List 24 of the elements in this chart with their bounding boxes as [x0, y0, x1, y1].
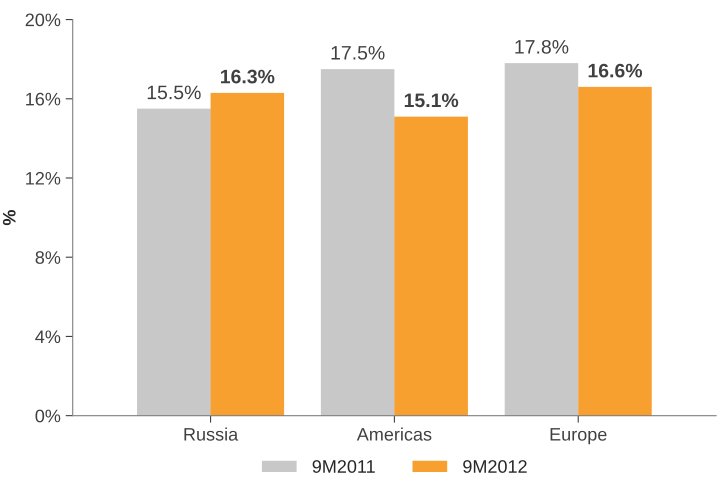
y-tick-label: 8%	[36, 251, 60, 264]
x-tick-label: Europe	[550, 428, 607, 444]
y-tick-label: 16%	[26, 92, 60, 106]
bar	[137, 108, 211, 416]
bar	[578, 86, 652, 416]
legend-label: 9M2012	[463, 460, 527, 473]
y-axis-title: %	[2, 210, 16, 226]
data-label: 15.1%	[404, 93, 458, 108]
data-label: 17.8%	[515, 40, 568, 54]
data-label: 16.3%	[220, 70, 274, 84]
x-tick-label: Americas	[356, 427, 432, 441]
y-tick-label: 20%	[26, 13, 60, 26]
y-tick-label: 4%	[35, 330, 60, 344]
x-tick-label: Russia	[184, 427, 238, 441]
legend-label: 9M2011	[312, 460, 375, 473]
bar	[394, 116, 468, 416]
data-label: 15.5%	[148, 86, 201, 100]
data-label: 16.6%	[588, 64, 642, 78]
y-tick-label: 0%	[36, 410, 60, 422]
bar	[320, 69, 394, 416]
bar	[504, 63, 578, 416]
bar	[210, 92, 284, 416]
data-label: 17.5%	[332, 46, 385, 60]
y-tick-label: 12%	[26, 172, 60, 185]
